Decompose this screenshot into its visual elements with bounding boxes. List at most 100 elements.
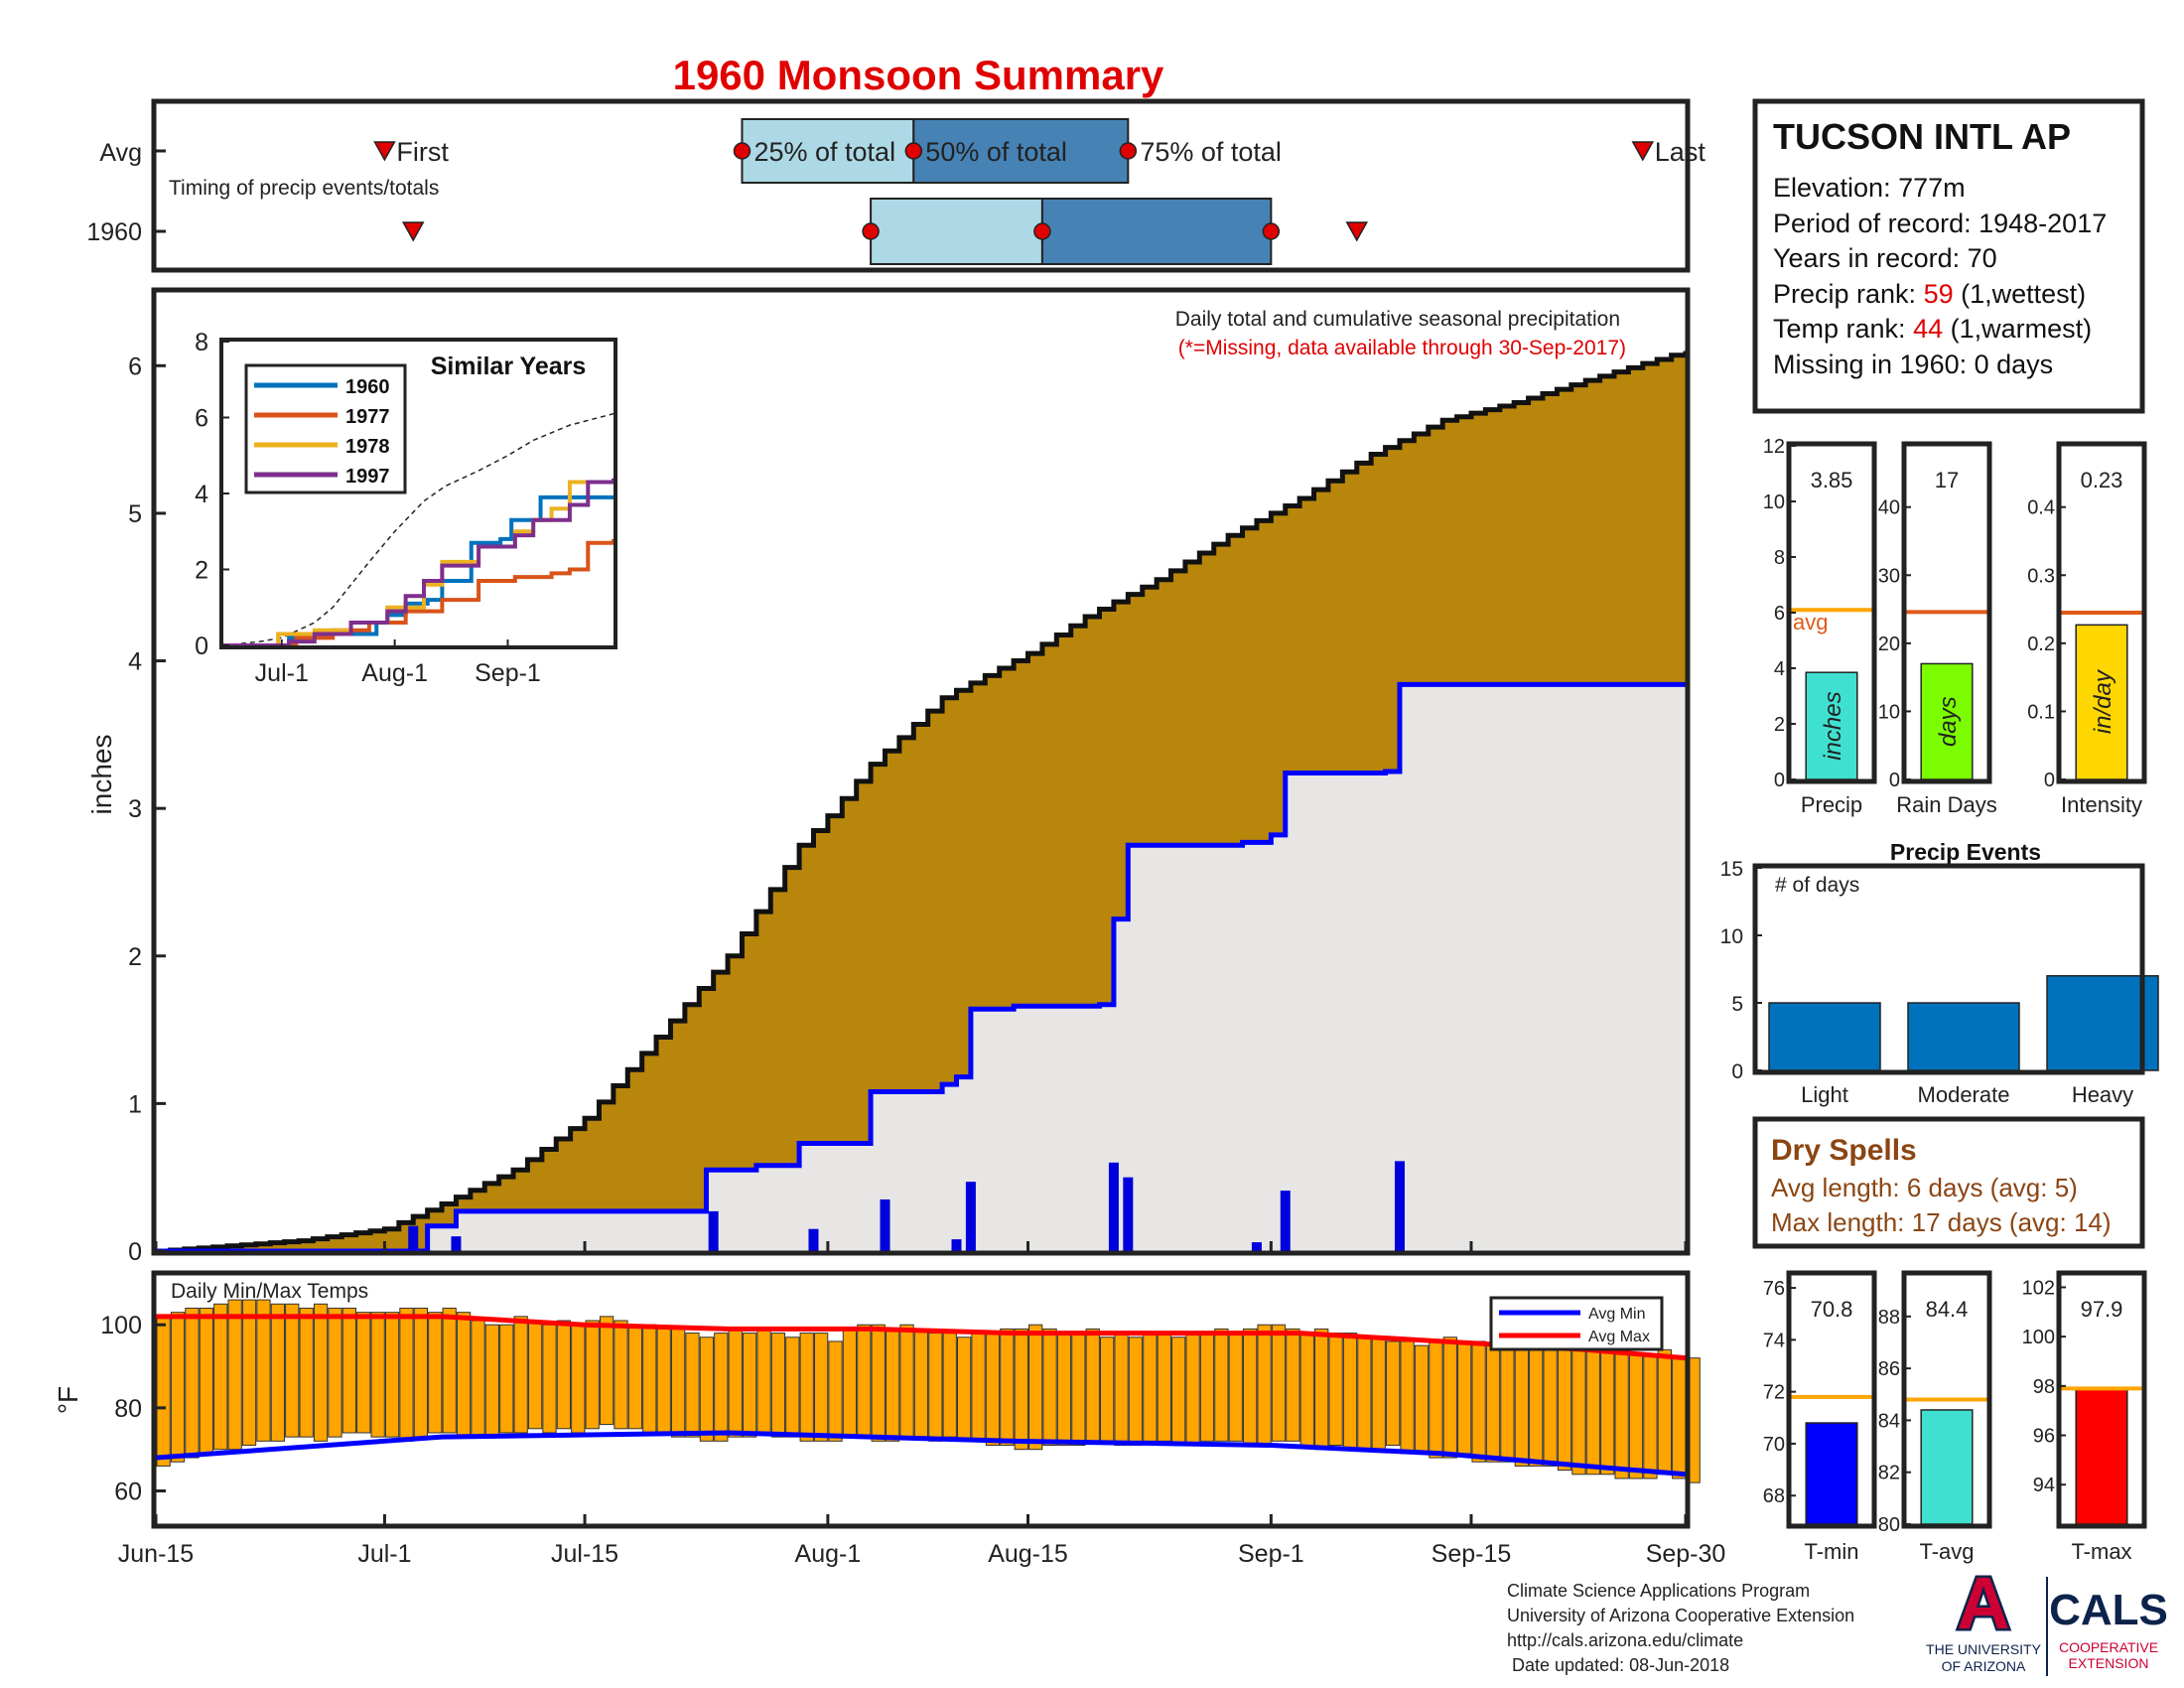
mini-bar (2075, 1387, 2128, 1525)
temp-range-bar (1485, 1344, 1501, 1463)
event-y-tick-label: 10 (1720, 925, 1743, 948)
temp-range-bar (571, 1324, 586, 1434)
timing-marks (154, 118, 1655, 265)
temp-range-bar (942, 1333, 957, 1438)
station-name: TUCSON INTL AP (1773, 116, 2071, 157)
temp-range-bar (442, 1307, 457, 1434)
timing-last-label: Last (1655, 137, 1706, 167)
temp-range-bar (1228, 1333, 1243, 1442)
temp-range-bar (1243, 1328, 1258, 1447)
temp-range-bar (614, 1320, 628, 1430)
temp-range-bar (1157, 1333, 1171, 1442)
temp-range-bar (627, 1324, 643, 1430)
temp-range-bar (1056, 1333, 1072, 1447)
temp-range-bar (1529, 1344, 1544, 1467)
mini-bottom-label: T-avg (1919, 1539, 1974, 1564)
temp-range-bar (384, 1312, 400, 1438)
mini-y-tick-label: 10 (1763, 492, 1785, 513)
main-y-tick-label: 1 (128, 1090, 142, 1118)
temp-range-bar (899, 1324, 914, 1438)
temp-range-bar (185, 1307, 200, 1459)
temp-range-bar (1257, 1324, 1272, 1447)
temp-range-bar (456, 1312, 472, 1438)
temp-range-bar (957, 1336, 972, 1442)
temp-y-label: °F (53, 1386, 83, 1414)
temp-range-bar (785, 1336, 800, 1438)
temp-y-tick-label: 60 (114, 1478, 142, 1506)
temp-range-bar (1100, 1336, 1115, 1442)
ua-text-2: OF ARIZONA (1942, 1658, 2026, 1674)
temp-range-bar (913, 1328, 929, 1438)
temp-range-bar (285, 1303, 300, 1438)
temp-frame (151, 1270, 1691, 1529)
ua-a-glyph: A (1957, 1562, 2009, 1644)
x-tick-label: Sep-15 (1432, 1540, 1512, 1568)
temp-range-bar (670, 1328, 686, 1438)
temps-chart: 60 80 100 Jun-15 Jul-1 Jul-15 Aug-1 Aug-15 Sep-… (53, 1241, 1725, 1568)
mini-value-label: 97.9 (2081, 1297, 2123, 1322)
cals-coop-1: COOPERATIVE (2059, 1639, 2158, 1655)
station-elevation: Elevation: 777m (1773, 173, 1966, 203)
temp-range-bar (513, 1316, 528, 1434)
temp-range-bar (556, 1320, 572, 1430)
cals-coop-2: EXTENSION (2069, 1655, 2149, 1671)
1960-p50-marker (1033, 222, 1051, 240)
daily-precip-bar (951, 1239, 962, 1251)
mini-y-tick-label: 30 (1878, 565, 1900, 587)
inset-axes: 0 2 4 6 8 Jul-1 Aug-1 Sep-1 (195, 329, 541, 687)
inset-x-tick-label: Jul-1 (255, 659, 309, 687)
avg-cumulative-line (156, 351, 1689, 1254)
university-of-arizona-logo: A THE UNIVERSITY OF ARIZONA (1926, 1560, 2042, 1675)
main-chart-title: Daily total and cumulative seasonal prec… (1175, 308, 1620, 331)
temp-range-bar (685, 1333, 700, 1438)
temp-chart-title: Daily Min/Max Temps (171, 1280, 368, 1303)
mini-y-tick-label: 0 (1774, 770, 1785, 791)
temp-range-bar (1585, 1348, 1600, 1476)
temp-range-bar (1085, 1328, 1100, 1442)
mini-frame (2056, 441, 2147, 784)
footer-line-2: University of Arizona Cooperative Extens… (1507, 1606, 1854, 1625)
temp-range-bar (1357, 1336, 1372, 1451)
temp-range-bar (1014, 1328, 1028, 1451)
temp-range-bar (1557, 1344, 1572, 1472)
temp-range-bar (1386, 1340, 1401, 1447)
inset-series-1997 (223, 478, 615, 647)
temp-range-bar (1143, 1333, 1158, 1442)
avg-last-marker (1631, 141, 1655, 162)
mini-panel-t-avg: 84.4 80 82 84 86 88 T-avg (1878, 1270, 1992, 1564)
mini-value-label: 0.23 (2081, 468, 2123, 492)
daily-precip-bar (1108, 1162, 1119, 1251)
mini-unit-label: inches (1820, 691, 1846, 760)
temp-y-tick-label: 100 (100, 1312, 142, 1339)
inset-x-tick-label: Aug-1 (361, 659, 428, 687)
x-tick-label: Sep-30 (1646, 1540, 1726, 1568)
mini-bottom-label: Intensity (2061, 792, 2142, 817)
temp-range-bar (1185, 1333, 1200, 1447)
inset-y-tick-label: 4 (195, 481, 208, 508)
temp-range-bar (1299, 1333, 1314, 1447)
temp-range-bar (656, 1328, 671, 1434)
footer-line-4: Date updated: 08-Jun-2018 (1507, 1655, 1729, 1675)
temp-range-bar (1400, 1340, 1415, 1455)
mini-y-tick-label: 20 (1878, 633, 1900, 655)
mini-frame (2056, 1270, 2147, 1529)
main-frame (151, 287, 1691, 1256)
x-tick-label: Aug-15 (988, 1540, 1068, 1568)
temp-range-bar (471, 1320, 485, 1438)
temp-range-bar (1429, 1340, 1443, 1459)
timing-row-avg: Avg (99, 139, 142, 167)
mini-y-tick-label: 40 (1878, 497, 1900, 519)
mini-bar (1805, 671, 1858, 780)
legend-label-1997: 1997 (345, 466, 390, 488)
mini-y-tick-label: 8 (1774, 547, 1785, 569)
temp-range-bar (1114, 1333, 1129, 1447)
mini-y-tick-label: 80 (1878, 1514, 1900, 1536)
inset-title: Similar Years (431, 352, 587, 380)
mini-y-tick-label: 86 (1878, 1358, 1900, 1380)
legend-label-1977: 1977 (345, 406, 390, 428)
temp-range-bar (1371, 1336, 1386, 1451)
legend-label-1960: 1960 (345, 376, 390, 398)
avg-first-marker (373, 141, 396, 162)
precip-events-chart: Precip Events Light Moderate Heavy 0 5 10 15 #… (1720, 839, 2159, 1107)
